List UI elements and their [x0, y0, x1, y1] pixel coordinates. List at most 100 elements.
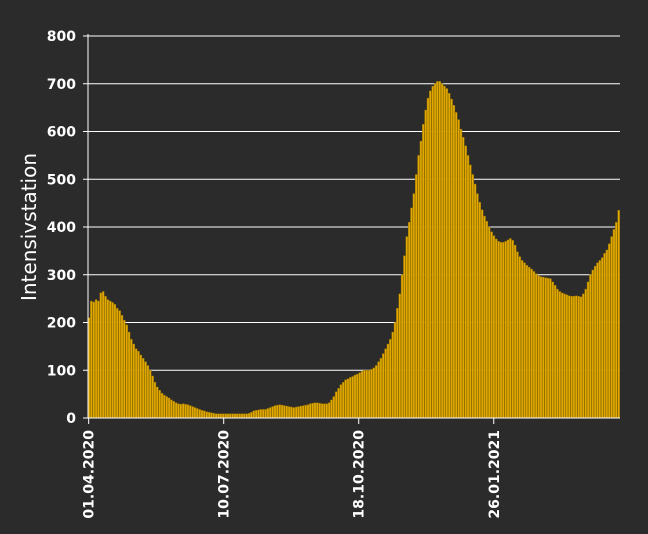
bar	[551, 281, 554, 419]
bar	[478, 201, 482, 419]
bar	[269, 407, 272, 419]
bar	[278, 404, 281, 419]
bar	[374, 365, 378, 419]
y-tick-label: 700	[47, 77, 76, 93]
bar	[440, 83, 444, 419]
bar	[605, 249, 609, 419]
bar	[349, 377, 352, 419]
bar	[426, 97, 430, 419]
bar	[391, 331, 394, 419]
bar	[302, 405, 305, 419]
bar	[539, 276, 543, 419]
bar	[568, 295, 571, 419]
bar	[438, 81, 441, 419]
bar	[193, 407, 197, 419]
bar	[615, 222, 618, 419]
bar	[433, 83, 437, 419]
bar	[273, 405, 277, 419]
bar	[141, 358, 145, 419]
bar	[245, 413, 248, 419]
bar	[584, 288, 587, 419]
x-tick-label: 26.01.2021	[487, 430, 503, 519]
bar	[99, 292, 103, 419]
bar	[287, 406, 291, 419]
bar	[148, 370, 152, 419]
bar	[459, 128, 463, 419]
bar	[525, 265, 529, 419]
bar	[445, 88, 449, 419]
bar	[316, 402, 319, 419]
bar	[582, 293, 585, 419]
bar	[259, 409, 263, 419]
bar	[243, 413, 246, 419]
bar	[276, 404, 279, 419]
bar	[497, 241, 500, 419]
y-tick-label: 500	[47, 172, 76, 188]
gridlines	[88, 35, 620, 371]
bar	[389, 339, 392, 419]
bar	[572, 296, 576, 419]
bar	[257, 409, 260, 419]
y-tick-label: 400	[47, 220, 76, 236]
bar	[290, 406, 293, 419]
bar	[487, 226, 491, 419]
bar	[363, 370, 366, 419]
bar	[327, 402, 331, 419]
bar	[229, 413, 232, 419]
bar	[332, 396, 336, 419]
bar	[205, 411, 208, 419]
bar	[382, 353, 385, 419]
bar	[339, 384, 343, 419]
bar	[177, 403, 180, 419]
bar	[483, 215, 486, 419]
y-tick-label: 600	[47, 125, 76, 141]
bar	[379, 358, 383, 419]
bar	[97, 300, 100, 419]
bar	[600, 257, 604, 419]
bar	[104, 296, 107, 419]
x-tick-label: 10.07.2020	[217, 430, 233, 519]
bar	[174, 402, 178, 419]
bar	[137, 350, 140, 419]
bar	[471, 174, 474, 419]
bar	[108, 300, 112, 419]
bar	[156, 386, 159, 419]
bar	[170, 399, 173, 419]
bar	[398, 293, 401, 419]
bar	[546, 277, 550, 419]
bar	[518, 256, 522, 419]
bar	[203, 410, 206, 419]
bar	[313, 402, 317, 419]
y-tick-label: 300	[47, 268, 76, 284]
bar	[101, 291, 105, 419]
bar	[351, 376, 354, 419]
bar	[405, 236, 409, 419]
bar	[473, 183, 477, 419]
bar	[443, 85, 446, 419]
bar	[146, 365, 150, 419]
bar	[181, 403, 185, 419]
bar	[403, 255, 406, 419]
bar	[285, 405, 288, 419]
bar	[325, 403, 328, 419]
bar	[337, 388, 340, 419]
bar	[344, 379, 347, 419]
bar	[217, 413, 220, 419]
bar	[118, 310, 121, 419]
bar	[466, 155, 470, 419]
bar	[233, 413, 237, 419]
bar	[358, 372, 361, 419]
bar	[603, 253, 606, 419]
bar	[334, 391, 338, 419]
bar	[436, 81, 439, 419]
bar	[431, 85, 434, 419]
bar	[311, 403, 314, 419]
bar	[372, 367, 376, 419]
bar	[527, 266, 531, 419]
bar	[271, 406, 274, 419]
axes	[83, 34, 620, 424]
bar	[485, 221, 489, 419]
y-axis-label: Intensivstation	[17, 153, 41, 301]
bar	[577, 296, 580, 419]
